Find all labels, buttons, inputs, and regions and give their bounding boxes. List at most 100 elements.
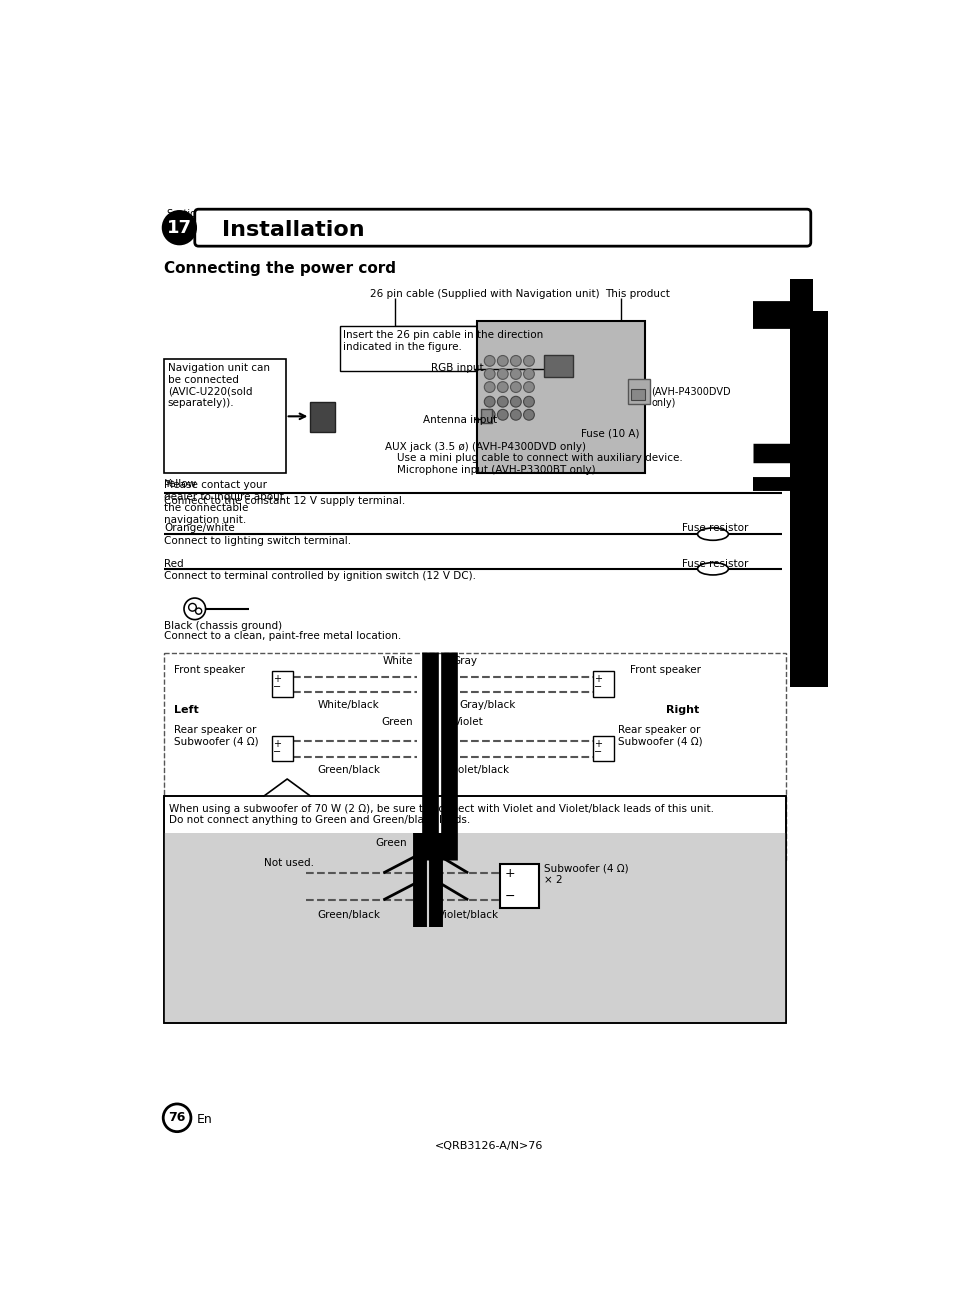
Text: Violet/black: Violet/black [449, 765, 510, 775]
Circle shape [497, 396, 508, 406]
Text: Gray: Gray [453, 656, 477, 665]
Text: +: + [274, 738, 281, 749]
Bar [164, 715, 785, 859]
Text: Subwoofer (4 Ω)
× 2: Subwoofer (4 Ω) × 2 [543, 864, 628, 885]
Text: +: + [594, 738, 601, 749]
Circle shape [497, 409, 508, 420]
Text: Red: Red [164, 559, 183, 569]
Circle shape [484, 369, 495, 379]
Circle shape [510, 396, 520, 406]
Bar [500, 864, 538, 908]
Text: En: En [196, 1114, 212, 1127]
Circle shape [484, 356, 495, 366]
Bar [164, 796, 785, 1023]
Circle shape [510, 356, 520, 366]
Circle shape [163, 1104, 191, 1132]
Bar [628, 379, 649, 404]
Text: Gray/black: Gray/black [458, 701, 515, 711]
Bar [631, 389, 644, 400]
Text: Fuse resistor: Fuse resistor [681, 559, 748, 569]
Text: Rear speaker or
Subwoofer (4 Ω): Rear speaker or Subwoofer (4 Ω) [618, 725, 702, 746]
Text: AUX jack (3.5 ø) (AVH-P4300DVD only): AUX jack (3.5 ø) (AVH-P4300DVD only) [385, 442, 585, 452]
Text: Left: Left [173, 704, 198, 715]
Text: −: − [274, 682, 281, 691]
Text: When using a subwoofer of 70 W (2 Ω), be sure to connect with Violet and Violet/: When using a subwoofer of 70 W (2 Ω), be… [170, 804, 714, 814]
Text: Navigation unit can
be connected
(AVIC-U220(sold
separately)).: Navigation unit can be connected (AVIC-U… [168, 363, 270, 408]
Text: +: + [274, 674, 281, 685]
Circle shape [510, 409, 520, 420]
Text: Connect to the constant 12 V supply terminal.: Connect to the constant 12 V supply term… [164, 495, 405, 506]
Text: White: White [382, 656, 413, 665]
Circle shape [484, 396, 495, 406]
Circle shape [523, 409, 534, 420]
Text: 17: 17 [167, 218, 192, 237]
Text: Installation: Installation [221, 220, 364, 240]
Bar [164, 359, 285, 473]
Bar [164, 654, 785, 860]
Bar [480, 409, 492, 423]
Circle shape [523, 396, 534, 406]
Circle shape [184, 599, 205, 620]
Circle shape [497, 356, 508, 366]
Ellipse shape [697, 562, 728, 575]
Text: Green/black: Green/black [317, 910, 380, 920]
Text: Green/black: Green/black [317, 765, 380, 775]
Text: Not used.: Not used. [264, 857, 314, 868]
FancyBboxPatch shape [194, 209, 810, 246]
Text: Front speaker: Front speaker [629, 665, 700, 674]
Text: Use a mini plug cable to connect with auxiliary device.: Use a mini plug cable to connect with au… [396, 454, 681, 463]
Text: Violet: Violet [414, 838, 443, 848]
Text: −: − [594, 682, 602, 691]
Text: Microphone input (AVH-P3300BT only): Microphone input (AVH-P3300BT only) [396, 465, 595, 474]
Text: Violet/black: Violet/black [437, 910, 498, 920]
Bar [810, 311, 827, 686]
Text: (AVH-P4300DVD
only): (AVH-P4300DVD only) [651, 387, 730, 408]
Circle shape [195, 608, 201, 614]
Text: +: + [504, 867, 515, 880]
Circle shape [497, 382, 508, 392]
Bar [272, 736, 293, 761]
Text: Connect to terminal controlled by ignition switch (12 V DC).: Connect to terminal controlled by igniti… [164, 571, 476, 582]
Circle shape [484, 409, 495, 420]
Text: −: − [504, 890, 515, 903]
Text: Antenna input: Antenna input [423, 414, 497, 425]
Text: +: + [594, 674, 601, 685]
Text: Insert the 26 pin cable in the direction
indicated in the figure.: Insert the 26 pin cable in the direction… [343, 331, 543, 352]
Circle shape [510, 382, 520, 392]
Bar [476, 320, 644, 473]
Text: This product: This product [604, 289, 669, 299]
Text: 26 pin cable (Supplied with Navigation unit): 26 pin cable (Supplied with Navigation u… [370, 289, 599, 299]
Text: Please contact your
dealer to inquire about
the connectable
navigation unit.: Please contact your dealer to inquire ab… [164, 480, 284, 525]
Text: Do not connect anything to Green and Green/black leads.: Do not connect anything to Green and Gre… [170, 816, 470, 825]
Bar [272, 672, 293, 697]
Text: Connect to lighting switch terminal.: Connect to lighting switch terminal. [164, 536, 351, 546]
Bar [543, 356, 572, 376]
Text: −: − [274, 746, 281, 757]
Text: Black (chassis ground): Black (chassis ground) [164, 621, 282, 631]
Ellipse shape [697, 528, 728, 540]
Text: Rear speaker or
Subwoofer (4 Ω): Rear speaker or Subwoofer (4 Ω) [173, 725, 258, 746]
Circle shape [162, 210, 196, 244]
Text: Green: Green [375, 838, 406, 848]
Text: Connecting the power cord: Connecting the power cord [164, 261, 395, 276]
Circle shape [189, 604, 196, 612]
Bar [339, 327, 517, 371]
Circle shape [510, 369, 520, 379]
Text: Yellow: Yellow [164, 478, 196, 489]
Circle shape [523, 382, 534, 392]
Polygon shape [264, 779, 310, 796]
Text: Fuse resistor: Fuse resistor [681, 523, 748, 533]
Text: Front speaker: Front speaker [173, 665, 245, 674]
Bar [592, 736, 614, 761]
Text: Right: Right [665, 704, 699, 715]
Bar [789, 278, 812, 686]
Bar [164, 833, 785, 1022]
Circle shape [497, 369, 508, 379]
Text: Green: Green [380, 718, 413, 728]
Circle shape [523, 369, 534, 379]
Text: −: − [594, 746, 602, 757]
Text: Orange/white: Orange/white [164, 523, 234, 533]
Text: Connect to a clean, paint-free metal location.: Connect to a clean, paint-free metal loc… [164, 631, 401, 642]
Bar [310, 401, 335, 433]
Text: Violet: Violet [454, 718, 483, 728]
